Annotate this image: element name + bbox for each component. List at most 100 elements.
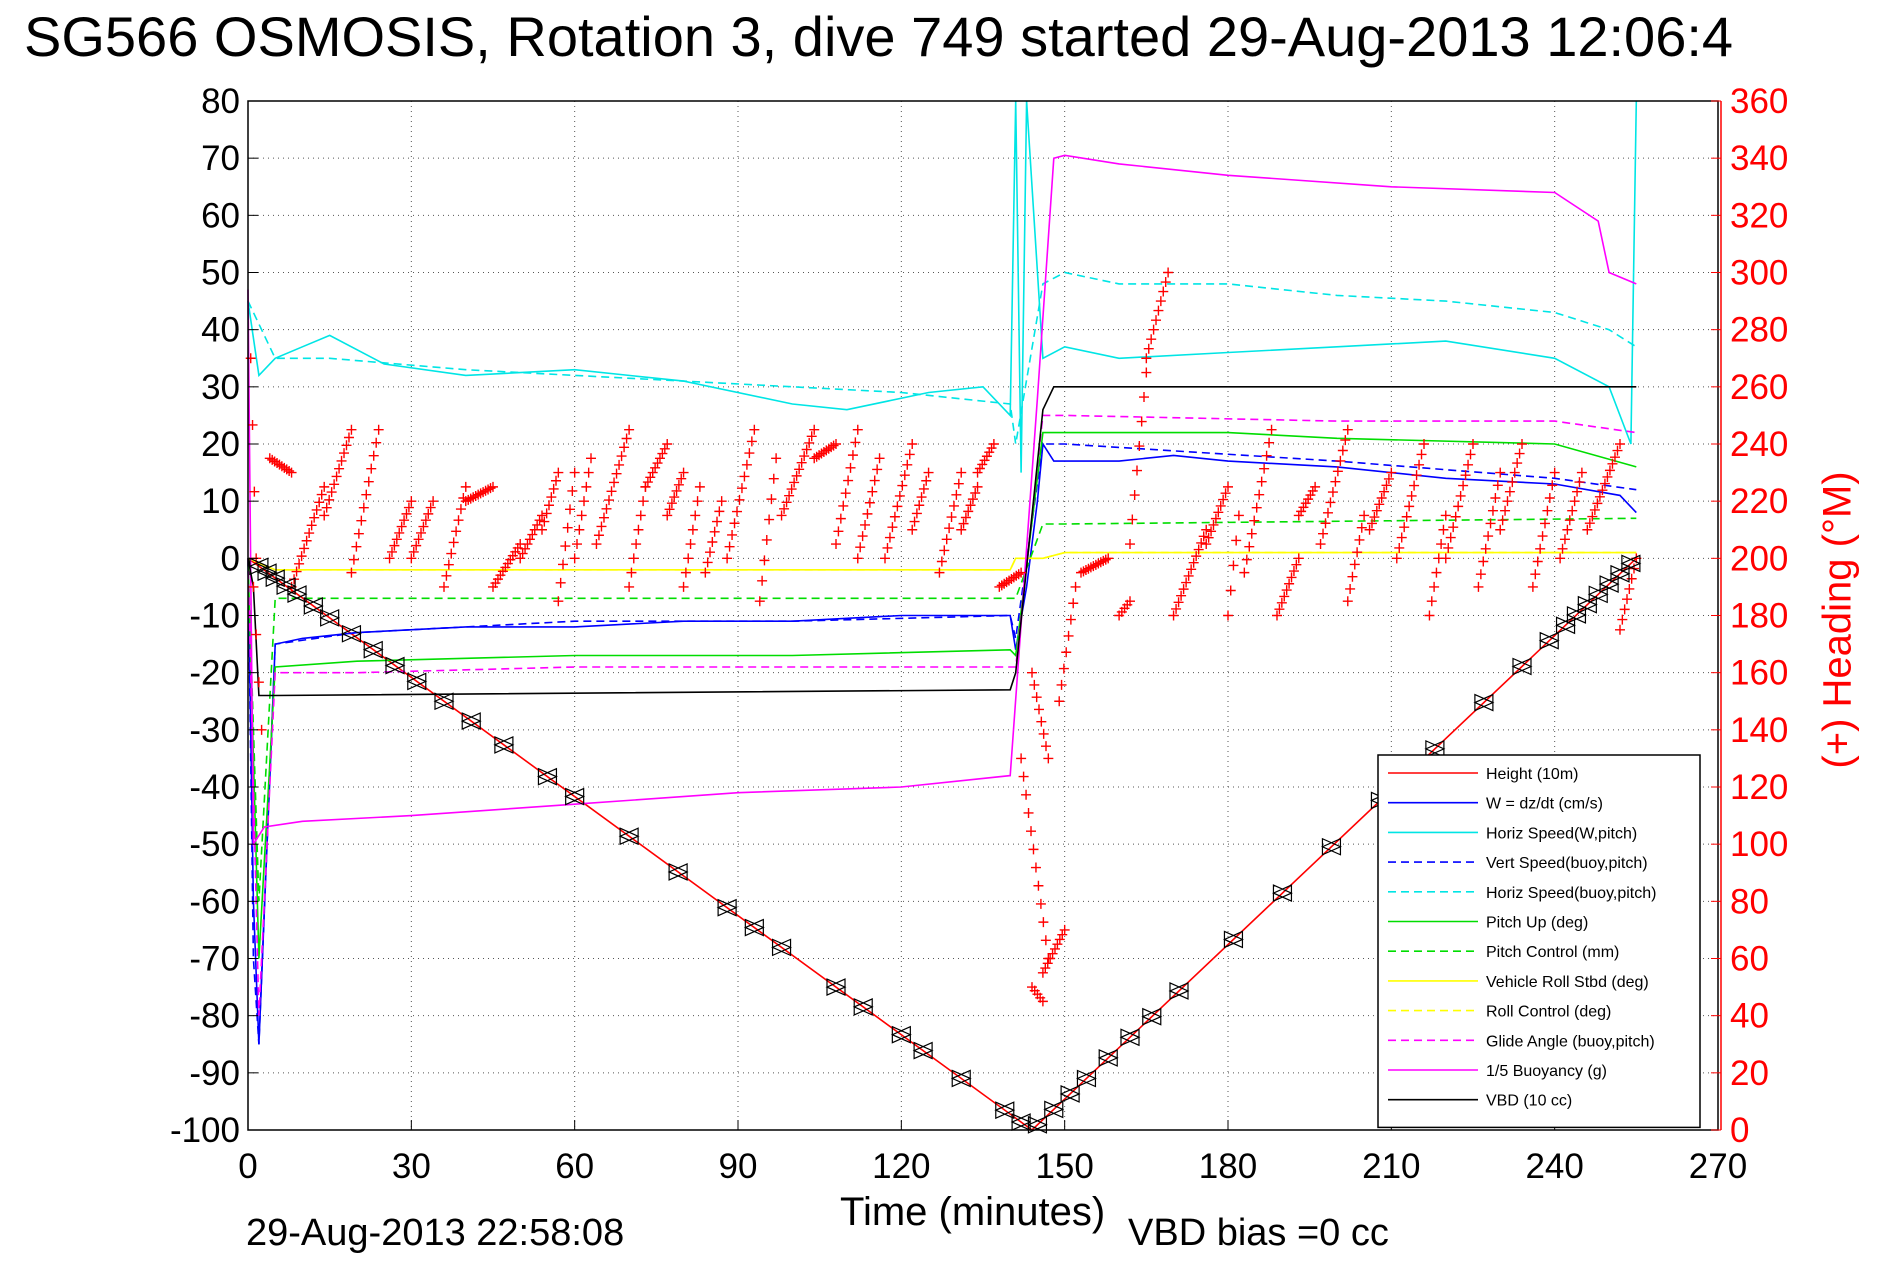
depth-marker xyxy=(564,787,586,806)
heading-point xyxy=(633,524,644,535)
heading-point xyxy=(1244,541,1255,552)
depth-marker xyxy=(1620,554,1642,573)
heading-point xyxy=(1502,496,1513,507)
heading-point xyxy=(806,431,817,442)
heading-point xyxy=(894,490,905,501)
depth-marker xyxy=(1424,739,1446,758)
heading-point xyxy=(939,545,950,556)
heading-point xyxy=(1383,473,1394,484)
heading-point xyxy=(619,442,630,453)
heading-point xyxy=(1419,439,1429,449)
heading-point xyxy=(680,567,691,578)
heading-point xyxy=(970,488,981,498)
heading-point xyxy=(586,453,596,464)
heading-point xyxy=(662,510,673,521)
heading-point xyxy=(1624,583,1635,594)
heading-point xyxy=(439,581,449,592)
heading-point xyxy=(1261,450,1272,461)
heading-point xyxy=(722,553,733,564)
heading-point xyxy=(974,463,985,474)
heading-point xyxy=(1342,424,1353,435)
heading-point xyxy=(889,511,900,522)
heading-point xyxy=(1569,496,1580,507)
heading-point xyxy=(951,489,962,500)
heading-point xyxy=(301,535,312,546)
heading-point xyxy=(358,502,369,513)
heading-point xyxy=(371,437,382,448)
heading-point xyxy=(567,485,578,496)
heading-point xyxy=(779,503,790,514)
heading-point xyxy=(1090,559,1101,570)
y2-tick-label: 340 xyxy=(1730,139,1788,178)
heading-point xyxy=(396,521,407,532)
heading-point xyxy=(1478,556,1489,567)
heading-point xyxy=(746,436,757,447)
depth-marker xyxy=(667,863,689,881)
depth-marker xyxy=(771,938,793,957)
depth-marker xyxy=(994,1101,1016,1120)
heading-point xyxy=(1597,485,1608,496)
y2-tick-label: 100 xyxy=(1730,825,1788,864)
heading-point xyxy=(1574,477,1585,488)
heading-point xyxy=(1065,614,1076,625)
heading-point xyxy=(764,514,775,525)
legend-box xyxy=(1377,754,1701,1129)
heading-point xyxy=(455,504,466,515)
heading-point xyxy=(709,526,720,537)
heading-point xyxy=(609,477,620,488)
heading-point xyxy=(845,462,856,473)
heading-point xyxy=(902,459,913,470)
depth-marker xyxy=(1555,616,1577,635)
heading-point xyxy=(1259,463,1270,474)
y-tick-label: 0 xyxy=(221,539,240,578)
heading-point xyxy=(1076,567,1086,578)
heading-point xyxy=(1241,554,1252,565)
heading-point xyxy=(1356,522,1367,533)
heading-point xyxy=(1127,514,1138,525)
heading-point xyxy=(732,506,743,517)
heading-point xyxy=(1607,458,1618,469)
heading-point xyxy=(1013,569,1024,580)
heading-point xyxy=(988,439,999,449)
heading-point xyxy=(712,516,722,527)
heading-point xyxy=(553,596,564,607)
heading-point xyxy=(465,493,476,504)
y2-tick-label: 220 xyxy=(1730,482,1788,521)
heading-point xyxy=(1394,542,1405,553)
heading-point xyxy=(673,479,684,490)
heading-point xyxy=(1254,489,1265,500)
heading-point xyxy=(598,512,609,523)
heading-point xyxy=(1139,392,1149,403)
heading-point xyxy=(1218,494,1229,505)
heading-point xyxy=(1612,445,1623,456)
heading-point xyxy=(524,534,535,545)
heading-point xyxy=(406,496,417,507)
heading-point xyxy=(1337,445,1348,456)
y-tick-label: -80 xyxy=(189,997,240,1036)
heading-point xyxy=(916,492,927,503)
depth-marker xyxy=(1320,837,1342,856)
heading-point xyxy=(1495,467,1506,478)
heading-point xyxy=(1028,844,1039,855)
heading-point xyxy=(614,459,625,470)
heading-point xyxy=(1622,594,1632,605)
heading-point xyxy=(348,554,359,565)
heading-point xyxy=(734,494,745,505)
legend-label: Vehicle Roll Stbd (deg) xyxy=(1486,974,1649,991)
heading-point xyxy=(583,467,594,478)
heading-point xyxy=(551,475,561,486)
heading-point xyxy=(1436,539,1447,550)
heading-point xyxy=(1151,315,1162,326)
heading-point xyxy=(1487,505,1498,516)
depth-marker xyxy=(1271,884,1293,903)
depth-marker xyxy=(1511,657,1533,676)
heading-point xyxy=(1193,544,1204,555)
heading-point xyxy=(1043,753,1054,764)
heading-point xyxy=(329,479,340,490)
heading-point xyxy=(517,548,528,559)
heading-point xyxy=(1485,518,1496,529)
heading-point xyxy=(809,424,820,435)
heading-point xyxy=(761,534,772,545)
heading-point xyxy=(1547,480,1558,491)
heading-point xyxy=(786,484,797,495)
